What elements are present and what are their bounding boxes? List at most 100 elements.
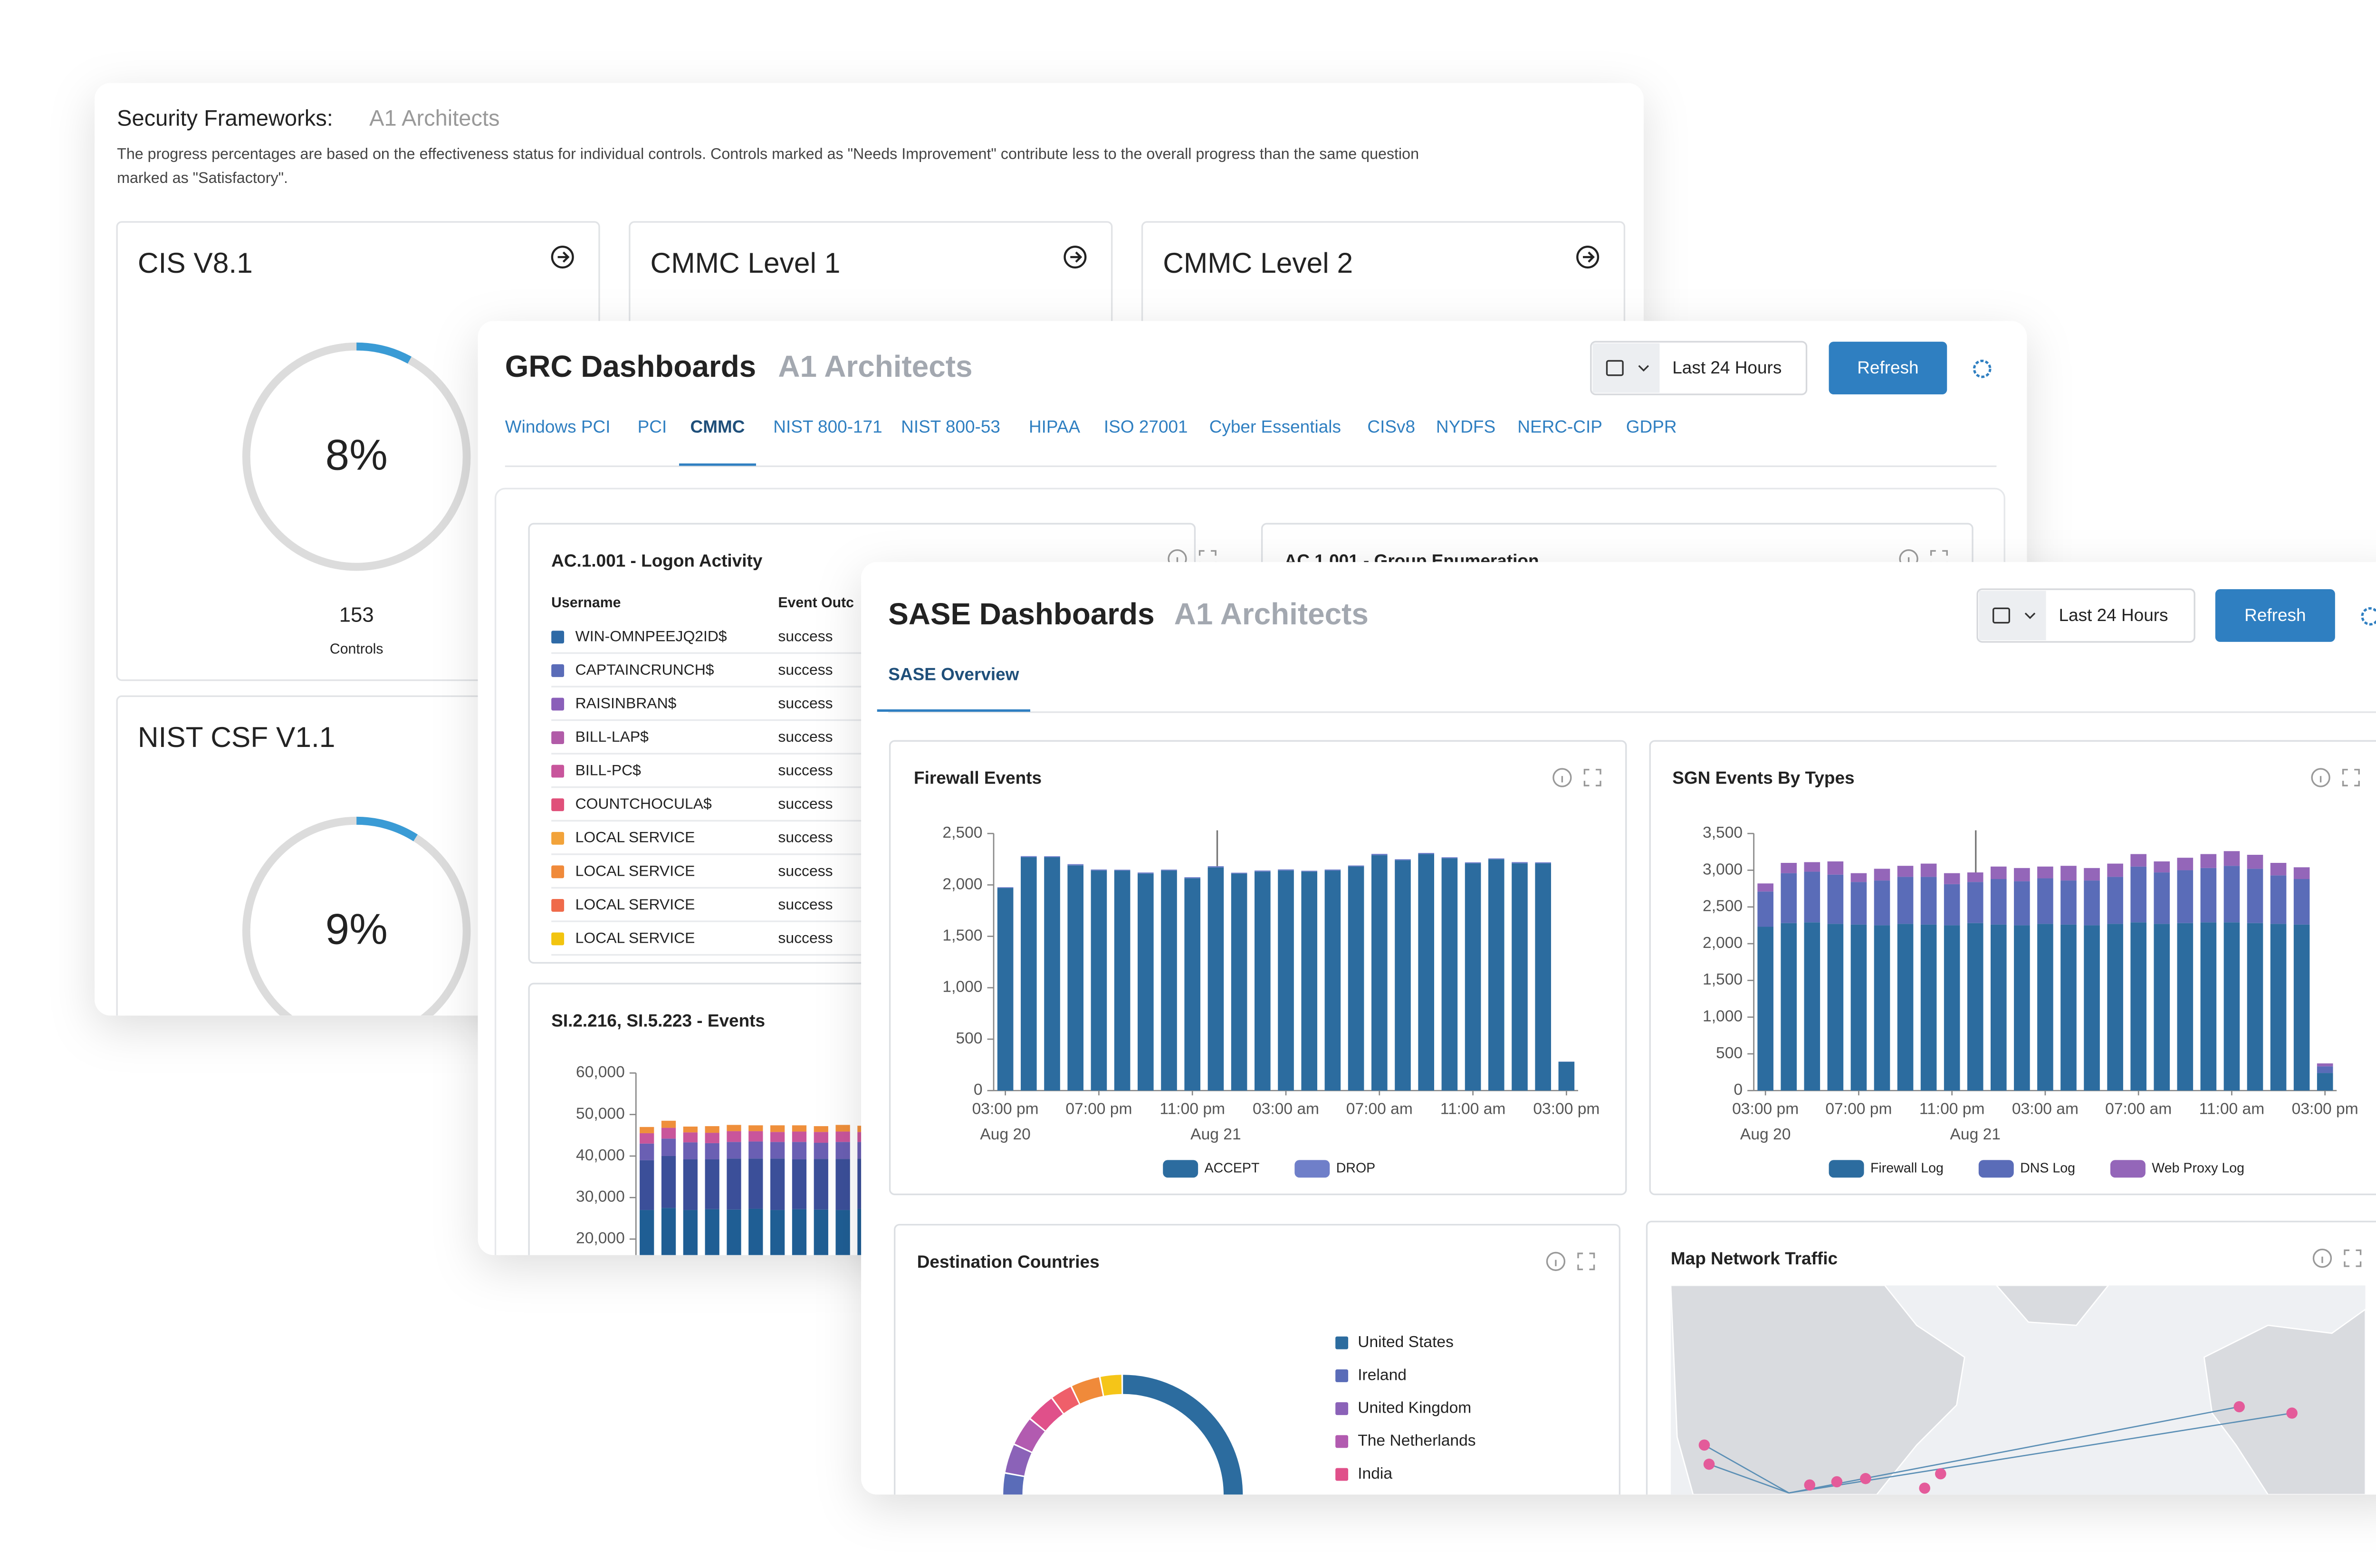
info-icon[interactable]	[2311, 768, 2330, 787]
legend-swatch	[1335, 1402, 1349, 1415]
donut-slice	[1031, 1398, 1063, 1431]
bar-segment	[2154, 924, 2170, 1091]
bar-segment	[1324, 870, 1341, 1091]
bar-segment	[2200, 868, 2217, 923]
bar-segment	[748, 1141, 763, 1159]
expand-icon[interactable]	[1198, 550, 1217, 568]
calendar-icon[interactable]	[1606, 360, 1624, 376]
time-range[interactable]: Last 24 Hours	[2059, 605, 2168, 625]
open-arrow[interactable]	[1070, 251, 1083, 263]
refresh-button[interactable]	[2215, 589, 2335, 642]
bar-segment	[792, 1159, 807, 1209]
y-tick-label: 500	[1716, 1044, 1743, 1062]
bar-segment	[727, 1131, 741, 1142]
expand-icon[interactable]	[1577, 1252, 1595, 1271]
x-tick-label: 07:00 am	[1346, 1100, 1413, 1118]
refresh-label[interactable]: Refresh	[1857, 358, 1918, 377]
x-date-label: Aug 21	[1950, 1126, 2000, 1143]
calendar-icon[interactable]	[1993, 607, 2010, 624]
open-arrow[interactable]	[1583, 251, 1595, 263]
bar-segment	[748, 1158, 763, 1209]
refresh-button[interactable]	[1829, 342, 1947, 395]
info-icon[interactable]	[1552, 768, 1572, 787]
row-swatch	[551, 731, 565, 744]
map-point	[2233, 1401, 2245, 1413]
tab[interactable]: NERC-CIP	[1517, 417, 1602, 436]
outcome: success	[778, 795, 833, 812]
expand-icon[interactable]	[2344, 1249, 2362, 1267]
map-land	[1670, 1285, 1965, 1495]
bar-segment	[2130, 922, 2146, 1091]
bar-segment	[2247, 855, 2263, 869]
bar-segment	[1874, 869, 1890, 881]
bar-segment	[1441, 858, 1458, 1091]
time-range[interactable]: Last 24 Hours	[1672, 358, 1782, 377]
settings-icon[interactable]	[1973, 359, 1992, 378]
bar-segment	[683, 1142, 698, 1159]
bar-segment	[1897, 924, 1914, 1091]
outcome: success	[778, 728, 833, 745]
username: WIN-OMNPEEJQ2ID$	[575, 627, 727, 644]
bar-segment	[2293, 924, 2310, 1091]
expand-icon[interactable]	[2342, 769, 2360, 787]
tab[interactable]: NIST 800-53	[901, 417, 1000, 436]
widget-title: AC.1.001 - Logon Activity	[551, 551, 763, 571]
x-tick-label: 11:00 pm	[1919, 1100, 1985, 1118]
info-icon[interactable]	[1546, 1252, 1566, 1271]
bar-segment	[727, 1125, 741, 1131]
bar-segment	[640, 1160, 654, 1210]
bar-segment	[2084, 925, 2100, 1091]
info-icon[interactable]	[2312, 1248, 2332, 1268]
expand-icon[interactable]	[1583, 769, 1601, 787]
map	[1670, 1285, 2366, 1495]
bar-segment	[1920, 877, 1937, 925]
row-swatch	[551, 798, 565, 812]
time-range-picker[interactable]: Last 24 Hours	[1590, 341, 1808, 395]
username: LOCAL SERVICE	[575, 929, 695, 946]
y-tick-label: 1,500	[942, 927, 982, 944]
tab[interactable]: NIST 800-171	[773, 417, 882, 436]
bar-segment	[1535, 863, 1551, 1091]
username: COUNTCHOCULA$	[575, 795, 712, 812]
tab[interactable]: NYDFS	[1436, 417, 1495, 436]
tab[interactable]: CISv8	[1367, 417, 1415, 436]
bar-segment	[2223, 866, 2240, 923]
bar-segment	[2270, 863, 2287, 876]
chevron[interactable]	[2024, 612, 2036, 619]
tab[interactable]: Windows PCI	[505, 417, 611, 436]
settings-icon[interactable]	[2361, 607, 2376, 626]
tab[interactable]: HIPAA	[1029, 417, 1081, 436]
controls-label: Controls	[330, 641, 383, 657]
open-arrow[interactable]	[557, 251, 570, 263]
bar-segment	[1395, 860, 1411, 1091]
refresh-label[interactable]: Refresh	[2244, 605, 2306, 625]
tab[interactable]: Cyber Essentials	[1209, 417, 1341, 436]
expand-icon[interactable]	[1930, 550, 1948, 568]
bar-segment	[770, 1158, 785, 1210]
time-range-picker[interactable]: Last 24 Hours	[1976, 588, 2195, 643]
tab[interactable]: PCI	[638, 417, 667, 436]
open-icon[interactable]	[1063, 246, 1087, 269]
sase-content: SASE Dashboards A1 Architects Last 24 Ho…	[877, 588, 2376, 1495]
tab[interactable]: SASE Overview	[888, 664, 1019, 684]
bar-segment	[1184, 877, 1201, 879]
bar-segment	[640, 1133, 654, 1144]
picker-icon-area[interactable]	[1979, 591, 2046, 641]
bar-segment	[2177, 923, 2194, 1091]
bar-segment	[1207, 867, 1224, 1091]
bar-segment	[661, 1208, 676, 1255]
bar-segment	[1897, 866, 1914, 877]
bar-segment	[1827, 861, 1844, 875]
bar-segment	[1255, 871, 1271, 1091]
x-tick-label: 07:00 am	[2105, 1100, 2172, 1118]
open-icon[interactable]	[551, 246, 574, 269]
map-point	[1919, 1482, 1930, 1494]
legend-label: DNS Log	[2020, 1160, 2075, 1176]
chevron[interactable]	[1638, 365, 1649, 372]
tab[interactable]: CMMC	[690, 417, 745, 436]
tab[interactable]: ISO 27001	[1104, 417, 1188, 436]
open-icon[interactable]	[1576, 246, 1600, 269]
tab[interactable]: GDPR	[1626, 417, 1677, 436]
bar-segment	[2317, 1063, 2333, 1067]
picker-icon-area[interactable]	[1592, 343, 1660, 393]
